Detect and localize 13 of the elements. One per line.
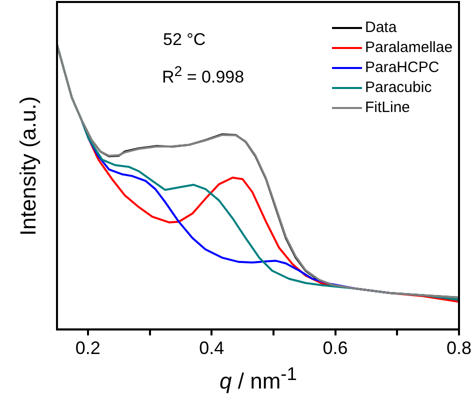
x-tick-label: 0.8 bbox=[446, 338, 472, 358]
x-tick-label: 0.6 bbox=[322, 338, 348, 358]
legend-label: FitLine bbox=[365, 98, 410, 118]
legend-label: Paralamellae bbox=[365, 38, 453, 58]
annotation: 52 °C bbox=[163, 30, 206, 50]
legend-label: Data bbox=[365, 18, 397, 38]
y-axis-title: Intensity (a.u.) bbox=[15, 96, 42, 236]
x-tick-label: 0.2 bbox=[75, 338, 100, 358]
legend-label: ParaHCPC bbox=[365, 58, 440, 78]
annotation: R$^{2}$ = 0.998 bbox=[162, 64, 244, 88]
x-axis-title: q / nm$^{-1}$ bbox=[220, 363, 297, 395]
x-tick-label: 0.4 bbox=[199, 338, 224, 358]
legend-label: Paracubic bbox=[365, 78, 432, 98]
